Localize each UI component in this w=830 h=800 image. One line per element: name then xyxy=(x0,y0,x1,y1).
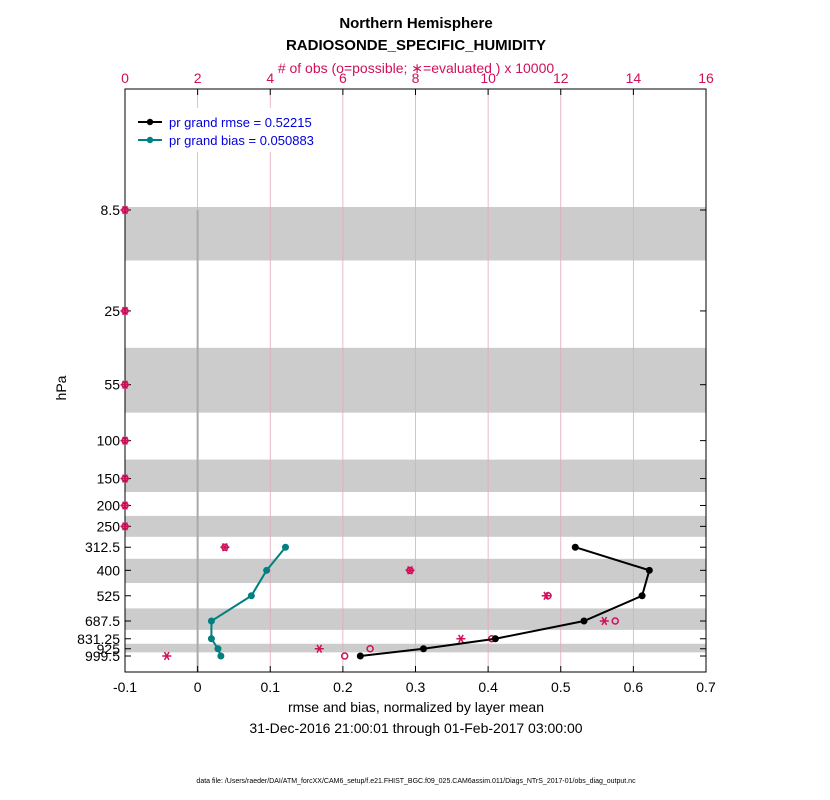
y-tick-label: 100 xyxy=(97,433,121,449)
obs-evaluated-stroke xyxy=(122,474,128,483)
obs-evaluated-marker xyxy=(541,591,551,601)
obs-evaluated-marker xyxy=(599,616,609,626)
obs-evaluated-marker xyxy=(314,644,324,654)
series-point-0 xyxy=(419,645,427,653)
series-point-0 xyxy=(580,617,588,625)
obs-evaluated-marker xyxy=(120,306,130,316)
y-tick-label: 831.25 xyxy=(77,631,120,647)
series-point-1 xyxy=(217,652,225,660)
obs-evaluated-marker xyxy=(456,634,466,644)
series-point-0 xyxy=(645,566,653,574)
top-tick-label: 12 xyxy=(553,70,569,86)
obs-possible-marker xyxy=(611,617,619,625)
obs-evaluated-stroke xyxy=(122,380,128,389)
y-tick-label: 525 xyxy=(97,588,121,604)
obs-evaluated-marker xyxy=(120,474,130,483)
axis-ticks: -0.1 0 0.1 0.2 0.3 0.4 0.5 0.6 0.7 0 2 4 6 8 10 12 14 16 8… xyxy=(77,70,716,695)
x-tick-label: 0.7 xyxy=(696,679,716,695)
x-tick-label: 0 xyxy=(194,679,202,695)
obs-evaluated-stroke xyxy=(543,591,550,601)
top-tick-label: 10 xyxy=(480,70,496,86)
top-tick-label: 0 xyxy=(121,70,129,86)
x-axis-label: rmse and bias, normalized by layer mean xyxy=(288,699,544,715)
series-point-0 xyxy=(571,543,579,551)
y-tick-label: 200 xyxy=(97,497,121,513)
y-tick-label: 999.5 xyxy=(85,648,120,664)
y-tick-label: 8.5 xyxy=(101,202,121,218)
legend-label-bias: pr grand bias = 0.050883 xyxy=(169,133,314,148)
series-point-1 xyxy=(214,645,222,653)
obs-evaluated-stroke xyxy=(163,651,170,661)
series-point-1 xyxy=(207,617,215,625)
series-point-1 xyxy=(207,635,215,643)
legend: pr grand rmse = 0.52215 pr grand bias = … xyxy=(131,108,341,152)
obs-evaluated-stroke xyxy=(457,634,464,644)
legend-marker-rmse xyxy=(146,118,154,126)
chart-subtitle: RADIOSONDE_SPECIFIC_HUMIDITY xyxy=(286,37,546,54)
y-axis-label: hPa xyxy=(53,375,69,400)
x-tick-label: 0.2 xyxy=(333,679,353,695)
obs-evaluated-stroke xyxy=(601,616,608,626)
series-point-0 xyxy=(491,635,499,643)
y-tick-label: 25 xyxy=(104,303,120,319)
x-tick-label: 0.6 xyxy=(624,679,644,695)
obs-evaluated-stroke xyxy=(122,205,128,215)
obs-evaluated-marker xyxy=(162,651,172,661)
x-tick-label: 0.1 xyxy=(261,679,281,695)
obs-evaluated-stroke xyxy=(122,436,128,445)
x-tick-label: 0.3 xyxy=(406,679,426,695)
x-tick-label: 0.4 xyxy=(478,679,498,695)
x-tick-label: -0.1 xyxy=(113,679,137,695)
series-point-0 xyxy=(356,652,364,660)
obs-evaluated-marker xyxy=(120,436,130,445)
obs-evaluated-marker xyxy=(220,542,230,552)
date-range: 31-Dec-2016 21:00:01 through 01-Feb-2017… xyxy=(249,720,582,736)
obs-possible-marker xyxy=(340,652,349,660)
x-tick-label: 0.5 xyxy=(551,679,571,695)
obs-evaluated-marker xyxy=(405,566,415,575)
y-tick-label: 400 xyxy=(97,562,121,578)
y-tick-label: 55 xyxy=(104,377,120,393)
y-tick-label: 312.5 xyxy=(85,539,120,555)
top-tick-label: 4 xyxy=(266,70,274,86)
top-tick-label: 2 xyxy=(194,70,202,86)
obs-evaluated-stroke xyxy=(316,644,323,654)
obs-evaluated-marker xyxy=(120,501,130,510)
series-lines xyxy=(207,543,653,660)
obs-evaluated-marker xyxy=(120,522,130,531)
obs-evaluated-stroke xyxy=(122,501,128,510)
top-tick-label: 6 xyxy=(339,70,347,86)
obs-evaluated-marker xyxy=(120,380,130,389)
y-tick-label: 687.5 xyxy=(85,613,120,629)
legend-label-rmse: pr grand rmse = 0.52215 xyxy=(169,115,312,130)
top-tick-label: 8 xyxy=(412,70,420,86)
obs-evaluated-marker xyxy=(120,205,130,215)
y-tick-label: 250 xyxy=(97,518,121,534)
series-point-1 xyxy=(263,566,271,574)
obs-evaluated-stroke xyxy=(407,566,413,575)
gridlines xyxy=(197,89,634,672)
obs-markers xyxy=(120,205,619,661)
chart-title: Northern Hemisphere xyxy=(339,15,492,32)
footer-data-file: data file: /Users/raeder/DAI/ATM_forcXX/… xyxy=(196,778,636,785)
legend-marker-bias xyxy=(146,136,154,144)
obs-possible-marker xyxy=(366,645,374,653)
obs-evaluated-stroke xyxy=(122,306,128,316)
top-axis-label: # of obs (o=possible; ∗=evaluated ) x 10… xyxy=(278,60,555,76)
series-point-1 xyxy=(282,543,290,551)
series-point-0 xyxy=(638,592,646,600)
top-tick-label: 14 xyxy=(626,70,642,86)
y-tick-label: 150 xyxy=(97,471,121,487)
obs-evaluated-stroke xyxy=(122,522,128,531)
obs-evaluated-stroke xyxy=(221,542,228,552)
series-point-1 xyxy=(247,592,255,600)
legend-box xyxy=(131,108,341,152)
y-tick-label: 925 xyxy=(97,641,121,657)
top-tick-label: 16 xyxy=(698,70,714,86)
